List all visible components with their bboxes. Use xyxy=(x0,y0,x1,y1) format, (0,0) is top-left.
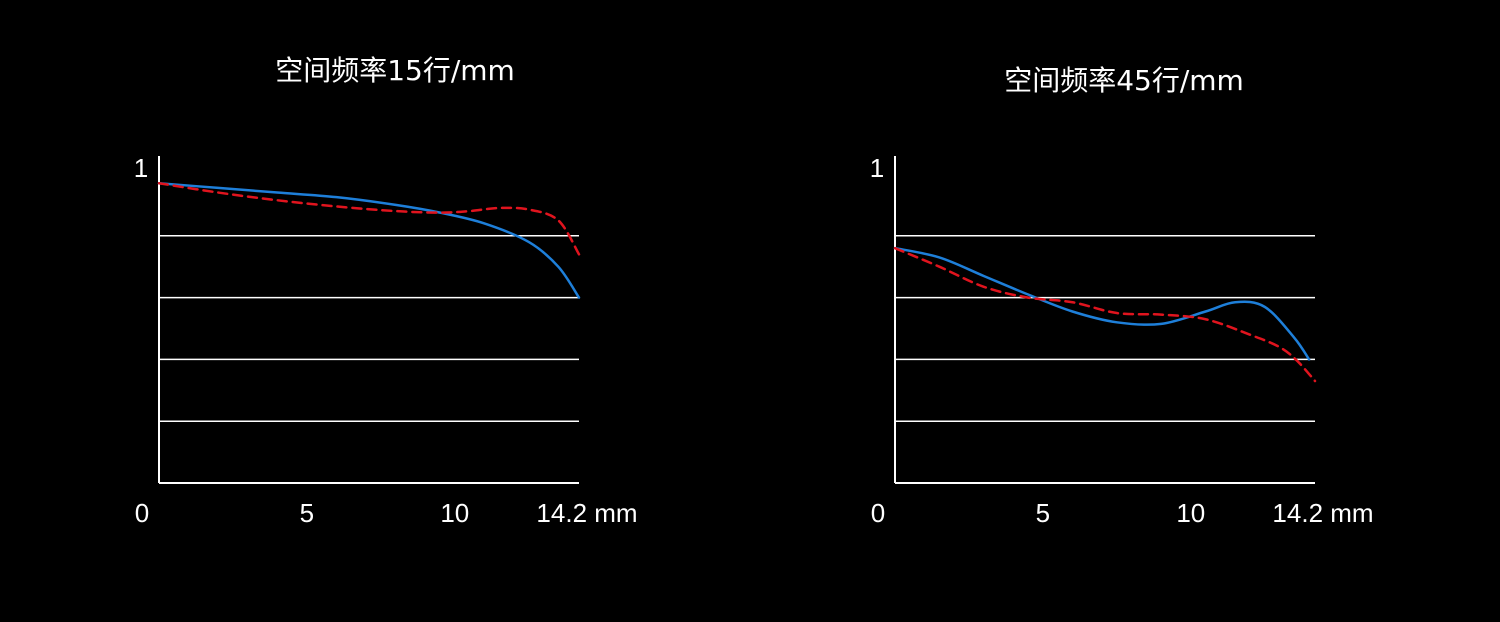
chart-1-x-tick-label-4: 14.2 mm xyxy=(536,498,637,528)
chart-1-series-dashed-line xyxy=(157,182,581,256)
chart-2-series-solid-line xyxy=(893,246,1311,361)
chart-2-x-tick-label-1: 0 xyxy=(871,498,885,528)
chart-2-x-tick-label-2: 5 xyxy=(1036,498,1050,528)
chart-1-x-tick-label-2: 5 xyxy=(300,498,314,528)
chart-1-x-tick-label-3: 10 xyxy=(440,498,469,528)
chart-2-x-tick-label-4: 14.2 mm xyxy=(1272,498,1373,528)
chart-2-x-tick-label-3: 10 xyxy=(1176,498,1205,528)
chart-2-title: 空间频率45行/mm xyxy=(1004,64,1244,97)
chart-1-series-solid-line xyxy=(157,182,581,299)
chart-2-y-tick-label: 1 xyxy=(870,153,884,183)
chart-2-series-dashed-line xyxy=(893,246,1317,383)
chart-1-title: 空间频率15行/mm xyxy=(275,54,515,87)
chart-1-y-tick-label: 1 xyxy=(134,153,148,183)
chart-1-x-tick-label-1: 0 xyxy=(135,498,149,528)
